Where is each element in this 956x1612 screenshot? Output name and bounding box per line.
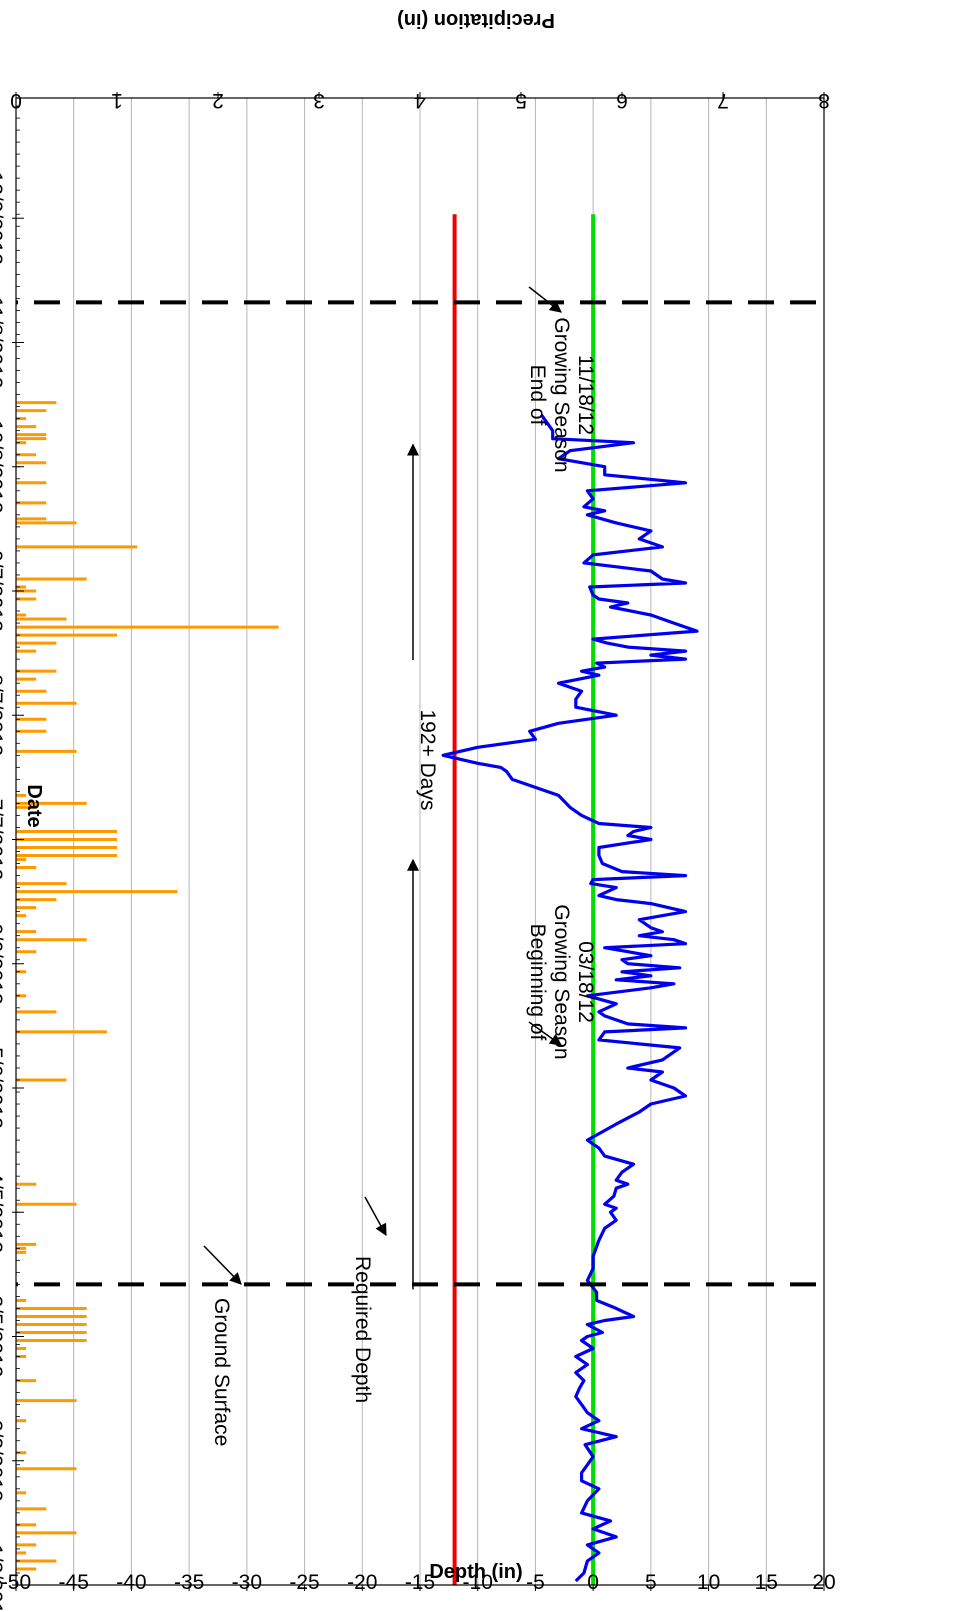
beginning-season-arrow <box>528 1021 562 1046</box>
rotated-chart: 20151050-5-10-15-20-25-30-35-40-45-50876… <box>0 9 836 1612</box>
annotation-beginning-line2: Growing Season <box>550 904 573 1059</box>
ground-surface-arrow <box>203 1245 242 1285</box>
date-tick-label: 8/7/2012 <box>0 674 6 756</box>
y-axis-right-title: Precipitation (in) <box>397 9 555 31</box>
precip-tick-label: 3 <box>313 89 325 112</box>
y-axis-left-title: Depth (in) <box>429 1561 522 1583</box>
annotation-duration: 192+ Days <box>416 710 439 811</box>
precipitation-bars <box>16 401 279 1571</box>
series-lines <box>441 214 699 1585</box>
water-level-line <box>441 413 699 1583</box>
precip-tick-label: 7 <box>717 89 729 112</box>
annotations: Ground Surface Required Depth Beginning … <box>203 286 597 1446</box>
depth-tick-label: -45 <box>59 1571 89 1594</box>
date-tick-label: 4/5/2012 <box>0 1171 6 1253</box>
precip-tick-label: 4 <box>414 89 426 112</box>
annotation-beginning-line1: Beginning of <box>526 924 549 1041</box>
precip-tick-label: 6 <box>616 89 628 112</box>
precip-tick-label: 0 <box>10 89 22 112</box>
depth-tick-label: 0 <box>587 1571 599 1594</box>
annotation-beginning-line3: 03/18/12 <box>574 941 597 1023</box>
date-tick-label: 12/9/2012 <box>0 172 6 265</box>
annotation-required-depth: Required Depth <box>351 1256 374 1403</box>
depth-tick-label: -35 <box>174 1571 204 1594</box>
depth-tick-label: -50 <box>1 1571 31 1594</box>
depth-tick-label: 15 <box>755 1571 778 1594</box>
precip-tick-label: 2 <box>212 89 224 112</box>
axes: 20151050-5-10-15-20-25-30-35-40-45-50876… <box>0 89 836 1612</box>
date-tick-label: 3/5/2012 <box>0 1296 6 1378</box>
depth-tick-label: 20 <box>812 1571 835 1594</box>
annotation-ground-surface: Ground Surface <box>210 1298 233 1446</box>
precip-tick-label: 8 <box>818 89 830 112</box>
end-season-arrow <box>528 286 562 313</box>
date-tick-label: 7/7/2012 <box>0 799 6 881</box>
date-tick-label: 10/8/2012 <box>0 420 6 513</box>
precip-tick-label: 5 <box>515 89 527 112</box>
growing-season-markers <box>16 300 816 1287</box>
annotation-end-line3: 11/18/12 <box>574 355 597 435</box>
precip-tick-label: 1 <box>111 89 123 112</box>
required-depth-arrow <box>364 1196 387 1237</box>
date-tick-label: 2/3/2012 <box>0 1420 6 1502</box>
depth-tick-label: 5 <box>645 1571 657 1594</box>
date-tick-label: 9/7/2012 <box>0 550 6 632</box>
date-tick-label: 5/6/2012 <box>0 1047 6 1129</box>
depth-tick-label: 10 <box>697 1571 720 1594</box>
annotation-end-line2: Growing Season <box>550 317 573 472</box>
depth-tick-label: -20 <box>347 1571 377 1594</box>
date-tick-label: 11/8/2012 <box>0 297 6 389</box>
depth-tick-label: -5 <box>526 1571 545 1594</box>
x-axis-title: Date <box>23 784 45 827</box>
depth-tick-label: -40 <box>116 1571 146 1594</box>
depth-tick-label: -25 <box>289 1571 319 1594</box>
depth-tick-label: -30 <box>232 1571 262 1594</box>
date-tick-label: 6/6/2012 <box>0 923 6 1005</box>
annotation-end-line1: End of <box>526 365 549 426</box>
depth-tick-label: -10 <box>463 1571 493 1594</box>
date-tick-label: 1/3/2012 <box>0 1544 6 1612</box>
depth-tick-label: -15 <box>405 1571 435 1594</box>
